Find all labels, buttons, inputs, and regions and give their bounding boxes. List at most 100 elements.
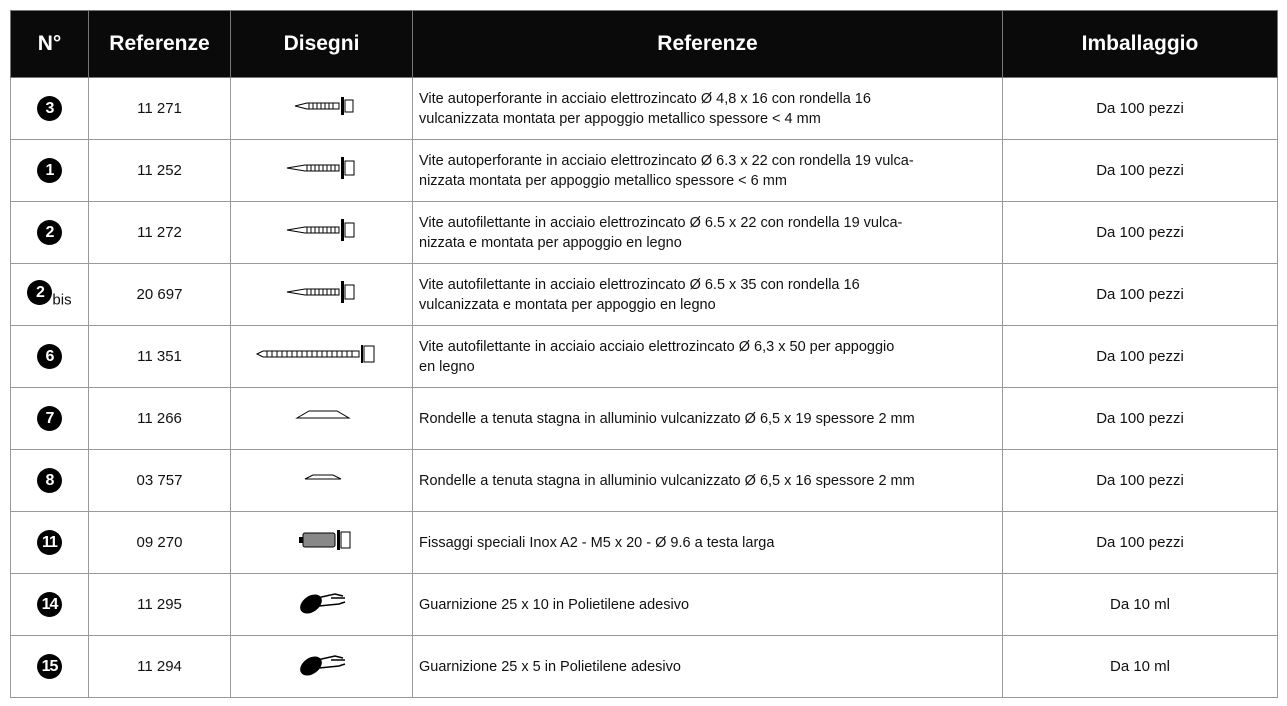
part-drawing [294,96,353,115]
description-cell: Vite autoperforante in acciaio elettrozi… [412,77,1003,140]
part-drawing [286,218,354,241]
number-badge: 15 [37,654,62,679]
drawing-cell [230,201,413,264]
drawing-cell [230,139,413,202]
drawing-cell [230,635,413,698]
description-cell: Guarnizione 25 x 5 in Polietilene adesiv… [412,635,1003,698]
packaging-cell: Da 10 ml [1002,635,1278,698]
table-row: 6 11 351 Vite autofilettante in acciaio ac… [10,325,1278,388]
table-row: 1 11 252 Vite autoperforante in acciaio el… [10,139,1278,202]
number-badge: 1 [37,158,62,183]
description-line: Guarnizione 25 x 5 in Polietilene adesiv… [419,658,681,675]
reference-cell: 11 295 [88,573,231,636]
packaging-cell: Da 100 pezzi [1002,387,1278,450]
number-badge: 2 [37,220,62,245]
part-drawing [299,592,345,614]
number-badge: 11 [37,530,62,555]
description-line: vulcanizzata montata per appoggio metall… [419,110,821,127]
number-cell: 6 [10,325,89,388]
number-suffix: bis [52,291,72,309]
description-cell: Rondelle a tenuta stagna in alluminio vu… [412,449,1003,512]
table-row: 15 11 294 Guarnizione 25 x 5 in Polietilen… [10,635,1278,698]
description-line: en legno [419,358,475,375]
table-row: 2 11 272 Vite autofilettante in acciaio el… [10,201,1278,264]
number-cell: 11 [10,511,89,574]
description-cell: Guarnizione 25 x 10 in Polietilene adesi… [412,573,1003,636]
description-line: nizzata montata per appoggio metallico s… [419,172,787,189]
number-cell: 8 [10,449,89,512]
drawing-cell [230,325,413,388]
number-badge: 14 [37,592,62,617]
number-cell: 2 [10,201,89,264]
description-cell: Vite autofilettante in acciaio elettrozi… [412,263,1003,326]
description-cell: Fissaggi speciali Inox A2 - M5 x 20 - Ø … [412,511,1003,574]
reference-cell: 11 271 [88,77,231,140]
table-row: 3 11 271 Vite autoperforante in acciaio el… [10,77,1278,140]
packaging-cell: Da 100 pezzi [1002,77,1278,140]
table-row: 11 09 270 Fissaggi speciali Inox A2 - M5 x… [10,511,1278,574]
table-row: 8 03 757 Rondelle a tenuta stagna in allum… [10,449,1278,512]
reference-cell: 20 697 [88,263,231,326]
number-badge: 6 [37,344,62,369]
number-cell: 3 [10,77,89,140]
packaging-cell: Da 100 pezzi [1002,139,1278,202]
column-header: Disegni [230,10,413,78]
drawing-cell [230,511,413,574]
description-cell: Vite autoperforante in acciaio elettrozi… [412,139,1003,202]
reference-cell: 11 266 [88,387,231,450]
packaging-cell: Da 100 pezzi [1002,511,1278,574]
part-drawing [299,654,345,676]
packaging-cell: Da 10 ml [1002,573,1278,636]
description-cell: Rondelle a tenuta stagna in alluminio vu… [412,387,1003,450]
description-line: Vite autoperforante in acciaio elettrozi… [419,90,871,107]
number-cell: 15 [10,635,89,698]
number-cell: 1 [10,139,89,202]
description-line: Vite autofilettante in acciaio elettrozi… [419,214,903,231]
reference-cell: 11 351 [88,325,231,388]
drawing-cell [230,573,413,636]
drawing-cell [230,263,413,326]
number-badge: 3 [37,96,62,121]
table-body: 3 11 271 Vite autoperforante in acciaio el… [10,77,1278,698]
drawing-cell [230,77,413,140]
packaging-cell: Da 100 pezzi [1002,263,1278,326]
number-cell: 7 [10,387,89,450]
reference-cell: 03 757 [88,449,231,512]
packaging-cell: Da 100 pezzi [1002,325,1278,388]
header-row: N° Referenze Disegni Referenze Imballaggio [10,10,1278,78]
number-badge: 8 [37,468,62,493]
description-cell: Vite autofilettante in acciaio acciaio e… [412,325,1003,388]
table-row: 14 11 295 Guarnizione 25 x 10 in Polietile… [10,573,1278,636]
description-cell: Vite autofilettante in acciaio elettrozi… [412,201,1003,264]
drawing-cell [230,449,413,512]
part-drawing [286,156,354,179]
column-header: Referenze [88,10,231,78]
part-drawing [304,474,341,479]
description-line: Fissaggi speciali Inox A2 - M5 x 20 - Ø … [419,534,775,551]
description-line: Rondelle a tenuta stagna in alluminio vu… [419,472,915,489]
number-cell: 14 [10,573,89,636]
part-drawing [286,280,354,303]
description-line: Vite autoperforante in acciaio elettrozi… [419,152,914,169]
column-header: Referenze [412,10,1003,78]
table-row: 7 11 266 Rondelle a tenuta stagna in allum… [10,387,1278,450]
part-drawing [294,410,351,418]
description-line: Vite autofilettante in acciaio acciaio e… [419,338,895,355]
reference-cell: 11 252 [88,139,231,202]
description-line: Rondelle a tenuta stagna in alluminio vu… [419,410,915,427]
packaging-cell: Da 100 pezzi [1002,201,1278,264]
description-line: nizzata e montata per appoggio en legno [419,234,682,251]
column-header: Imballaggio [1002,10,1278,78]
packaging-cell: Da 100 pezzi [1002,449,1278,512]
drawing-cell [230,387,413,450]
column-header: N° [10,10,89,78]
table-row: 2 bis 20 697 Vite autofilettante in acciaio… [10,263,1278,326]
part-drawing [298,529,350,550]
parts-table: N° Referenze Disegni Referenze Imballaggio 3… [10,10,1278,698]
number-cell: 2 bis [10,263,89,326]
description-line: Vite autofilettante in acciaio elettrozi… [419,276,860,293]
reference-cell: 09 270 [88,511,231,574]
reference-cell: 11 272 [88,201,231,264]
description-line: Guarnizione 25 x 10 in Polietilene adesi… [419,596,690,613]
